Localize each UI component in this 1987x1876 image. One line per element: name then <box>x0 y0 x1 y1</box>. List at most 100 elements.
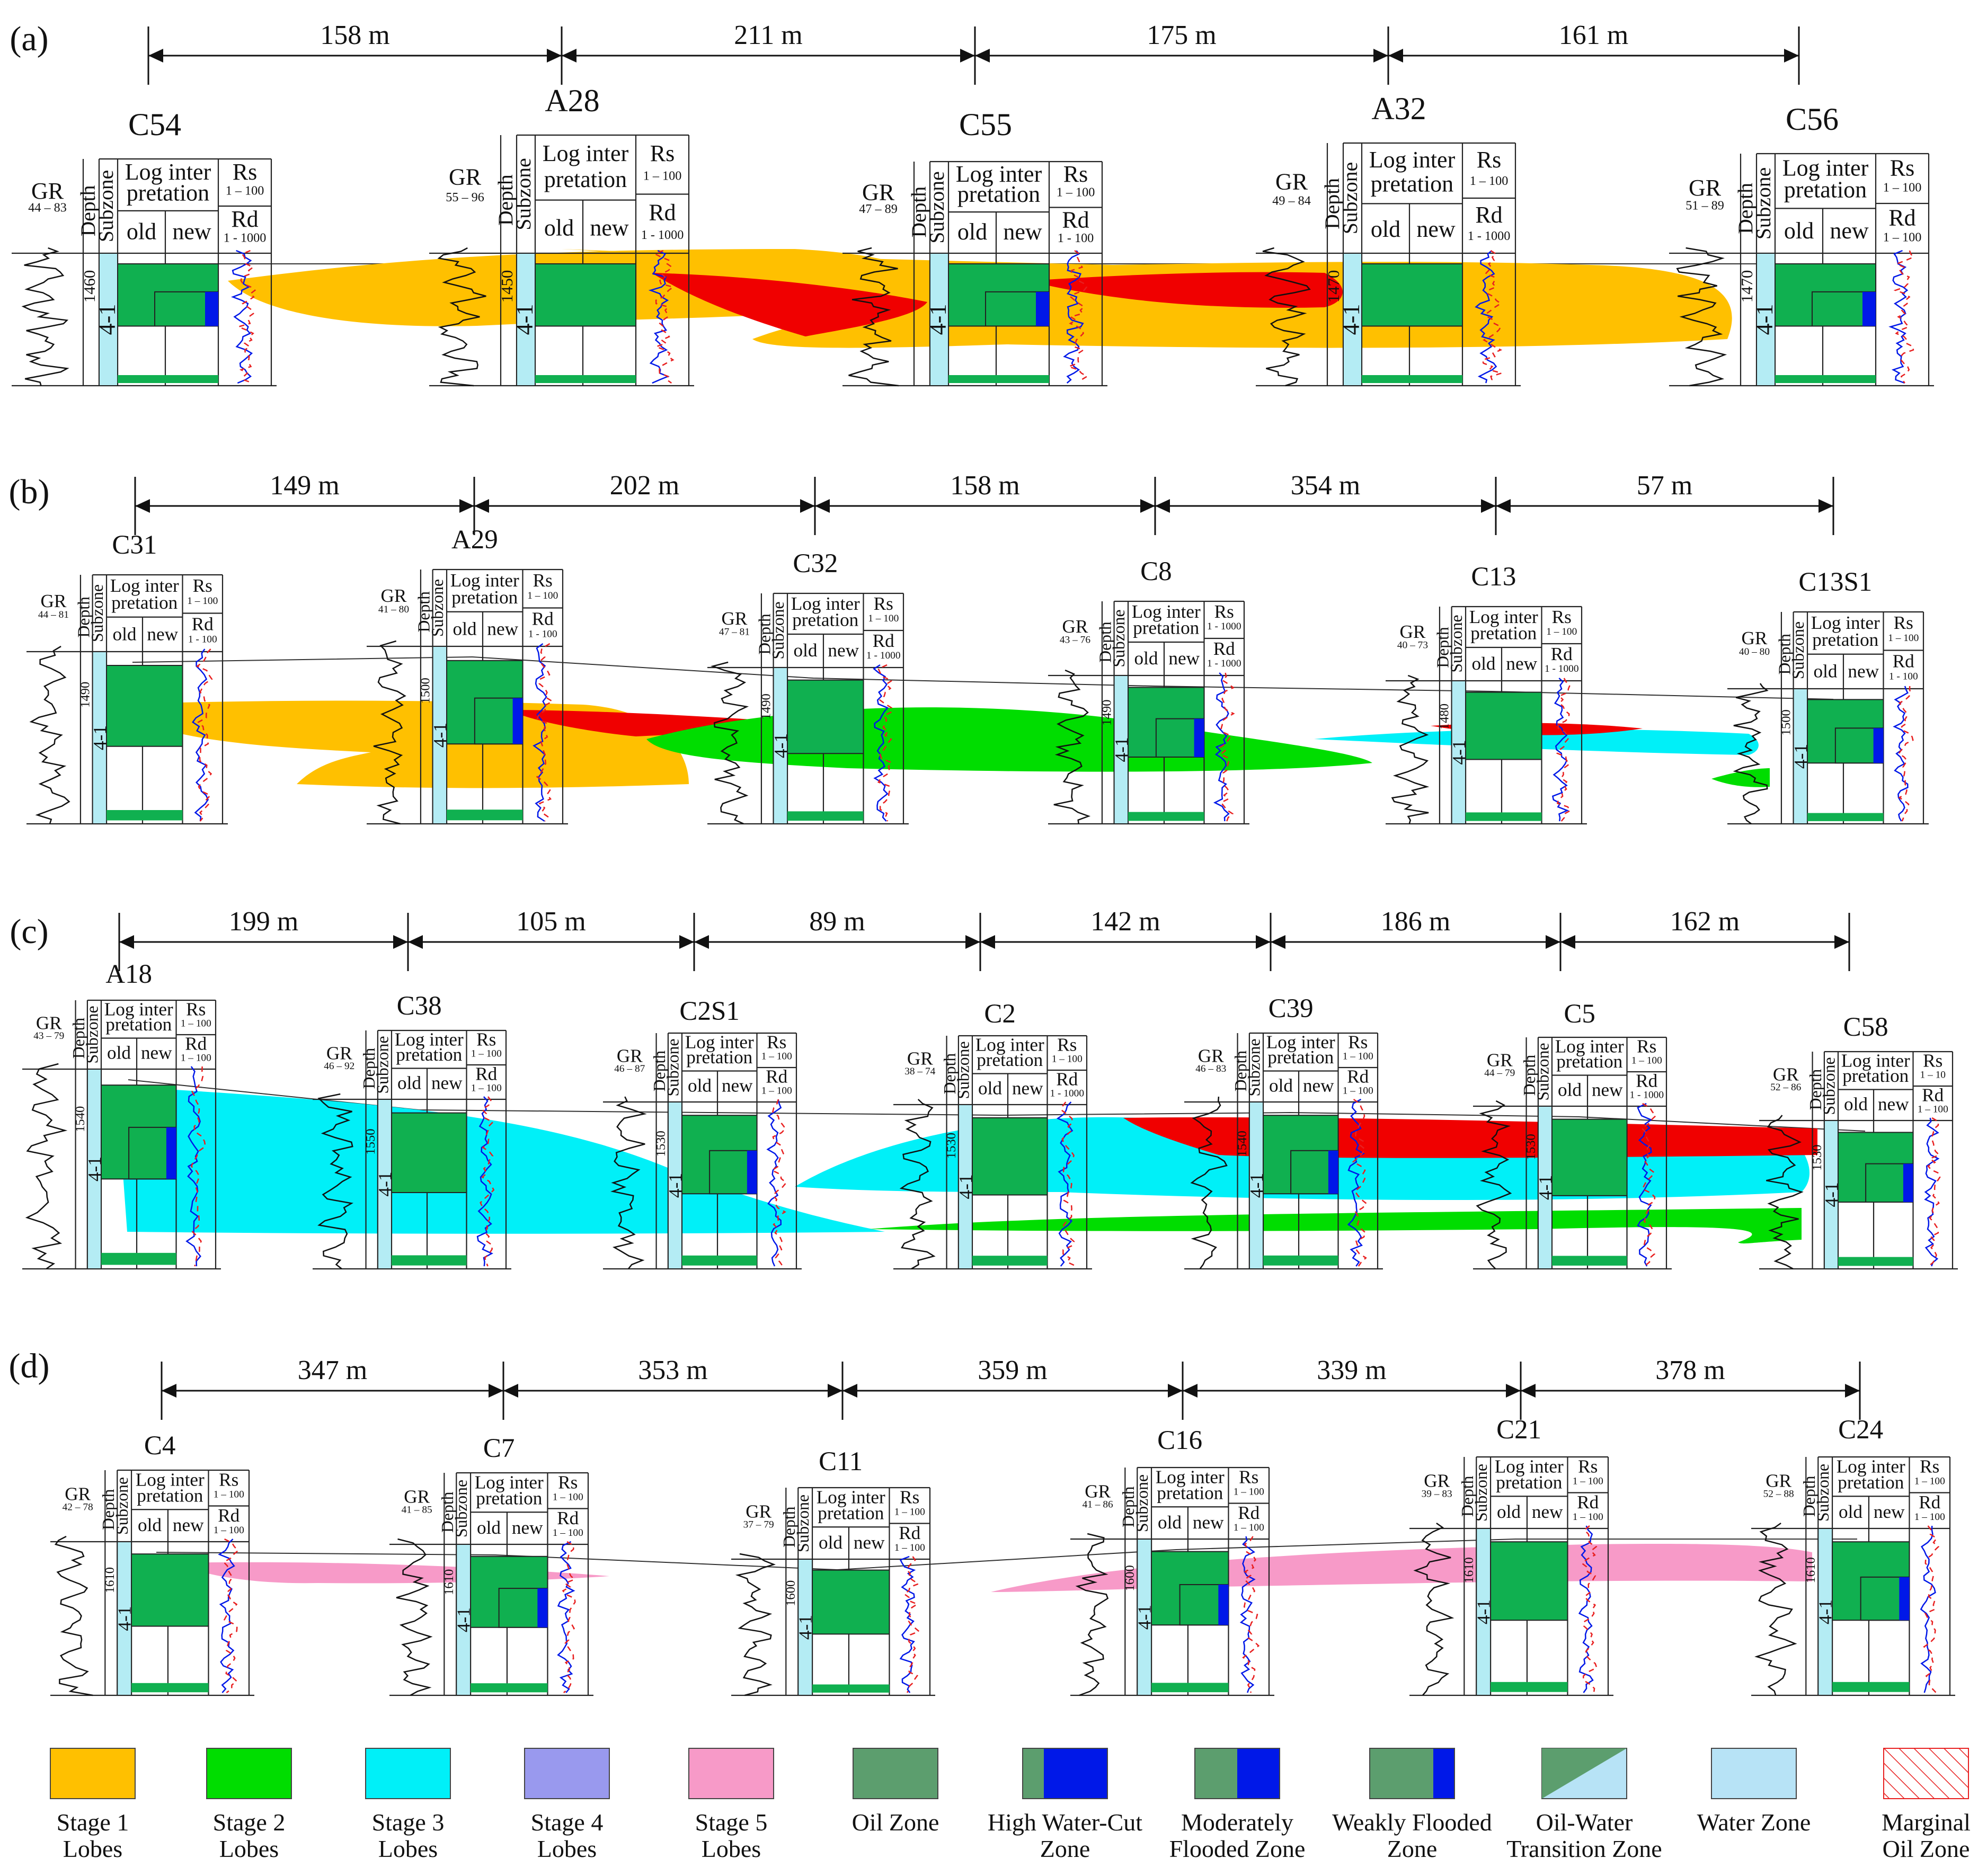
rs-range: 1 – 100 <box>1914 1475 1945 1487</box>
rs-curve <box>476 1096 493 1267</box>
subzone-column <box>797 1559 813 1696</box>
lobe <box>117 1086 885 1234</box>
depth-header: Depth <box>1806 1069 1825 1110</box>
legend-swatch-border <box>1369 1748 1455 1799</box>
water-cut-block <box>1036 291 1049 326</box>
log-interp-header: Log inter <box>1369 147 1456 173</box>
rs-curve <box>899 1555 916 1693</box>
legend-label: Oil-Water <box>1536 1809 1633 1836</box>
rd-curve <box>1556 678 1572 822</box>
lobe <box>1711 768 1770 787</box>
rs-curve <box>218 1539 235 1693</box>
depth-header: Depth <box>1776 634 1794 675</box>
rd-header: Rd <box>532 608 554 629</box>
old-header: old <box>1558 1080 1582 1100</box>
gr-curve <box>25 1063 68 1270</box>
gr-header: GR <box>1766 1471 1791 1491</box>
log-interp-header: pretation <box>111 592 178 613</box>
arrow-head <box>1819 499 1833 513</box>
depth-label: 1530 <box>944 1133 959 1159</box>
subzone-column <box>929 253 949 386</box>
gr-header: GR <box>746 1501 771 1522</box>
rs-curve <box>230 250 253 384</box>
gr-range: 49 – 84 <box>1272 193 1311 208</box>
log-interp-header: pretation <box>1812 629 1878 650</box>
rs-range: 1 – 100 <box>761 1051 792 1062</box>
depth-header: Depth <box>415 591 433 633</box>
lower-oil-block <box>101 1252 176 1265</box>
water-cut-block <box>537 1588 548 1628</box>
subzone-column <box>1817 1528 1833 1696</box>
distance-scale: 158 m 211 m 175 m 161 m <box>147 20 1800 85</box>
arrow-head <box>489 1384 503 1398</box>
gr-header: GR <box>1424 1471 1450 1491</box>
gr-header: GR <box>722 608 748 629</box>
well-name: C7 <box>483 1434 515 1463</box>
arrow-head <box>975 49 990 63</box>
gr-curve <box>21 247 69 386</box>
arrow-head <box>393 935 408 949</box>
arrow-head <box>679 935 694 949</box>
rd-range: 1 - 1000 <box>641 228 684 242</box>
subzone-header: Subzone <box>83 1006 101 1063</box>
log-interp-header: pretation <box>451 587 518 608</box>
rd-header: Rd <box>1551 644 1573 664</box>
correlation-lines <box>132 656 1834 700</box>
gr-range: 41 – 85 <box>402 1505 432 1516</box>
rs-header: Rs <box>1552 607 1572 627</box>
subzone-header: Subzone <box>1338 162 1362 234</box>
new-header: new <box>1303 1075 1334 1096</box>
rd-curve <box>480 1096 495 1267</box>
rd-curve <box>1482 250 1504 384</box>
well-name: C56 <box>1786 102 1839 137</box>
well-name: C21 <box>1496 1415 1541 1445</box>
arrow-head <box>1521 1384 1536 1398</box>
new-header: new <box>173 1515 204 1535</box>
rs-curve <box>1475 250 1497 384</box>
gr-curve <box>1766 1115 1804 1270</box>
legend-label: Stage 1 <box>57 1809 129 1836</box>
new-header: new <box>141 1043 172 1063</box>
well-name: A18 <box>105 959 152 989</box>
depth-header: Depth <box>907 186 930 238</box>
new-header: new <box>1532 1501 1563 1522</box>
oil-zone-block <box>391 1112 467 1194</box>
gr-header: GR <box>381 585 407 606</box>
depth-header: Depth <box>756 614 774 655</box>
new-header: new <box>172 218 211 244</box>
rd-range: 1 - 100 <box>188 634 217 645</box>
rs-curve <box>1924 1117 1940 1267</box>
gr-range: 46 – 83 <box>1195 1063 1226 1074</box>
rd-header: Rd <box>1577 1492 1599 1513</box>
lower-oil-block <box>1832 1682 1910 1692</box>
subzone-header: Subzone <box>769 601 787 659</box>
well-name: C5 <box>1564 999 1595 1029</box>
log-interp-header: Log inter <box>791 593 860 614</box>
water-cut-block <box>1218 1584 1229 1625</box>
new-header: new <box>1830 218 1869 244</box>
distance-label: 142 m <box>1090 906 1160 937</box>
gr-header: GR <box>617 1046 643 1066</box>
rd-curve <box>877 664 893 822</box>
gr-curve <box>735 1553 776 1696</box>
distance-label: 339 m <box>1317 1355 1386 1385</box>
lower-oil-block <box>1807 813 1884 821</box>
depth-label: 1540 <box>73 1106 87 1132</box>
rd-curve <box>1927 1117 1941 1267</box>
rs-range: 1 – 100 <box>868 613 899 624</box>
lower-oil-block <box>1551 1256 1627 1266</box>
rs-range: 1 – 100 <box>1052 1053 1083 1064</box>
log-interp-header: Log inter <box>1782 155 1869 181</box>
rs-range: 1 – 100 <box>1343 1051 1373 1062</box>
log-interp-header: Log inter <box>685 1032 754 1053</box>
rs-range: 1 – 100 <box>226 184 264 198</box>
rd-range: 1 – 100 <box>1343 1085 1373 1096</box>
depth-label: 1550 <box>363 1128 378 1154</box>
gr-header: GR <box>1062 616 1088 637</box>
gr-range: 43 – 76 <box>1060 634 1090 645</box>
